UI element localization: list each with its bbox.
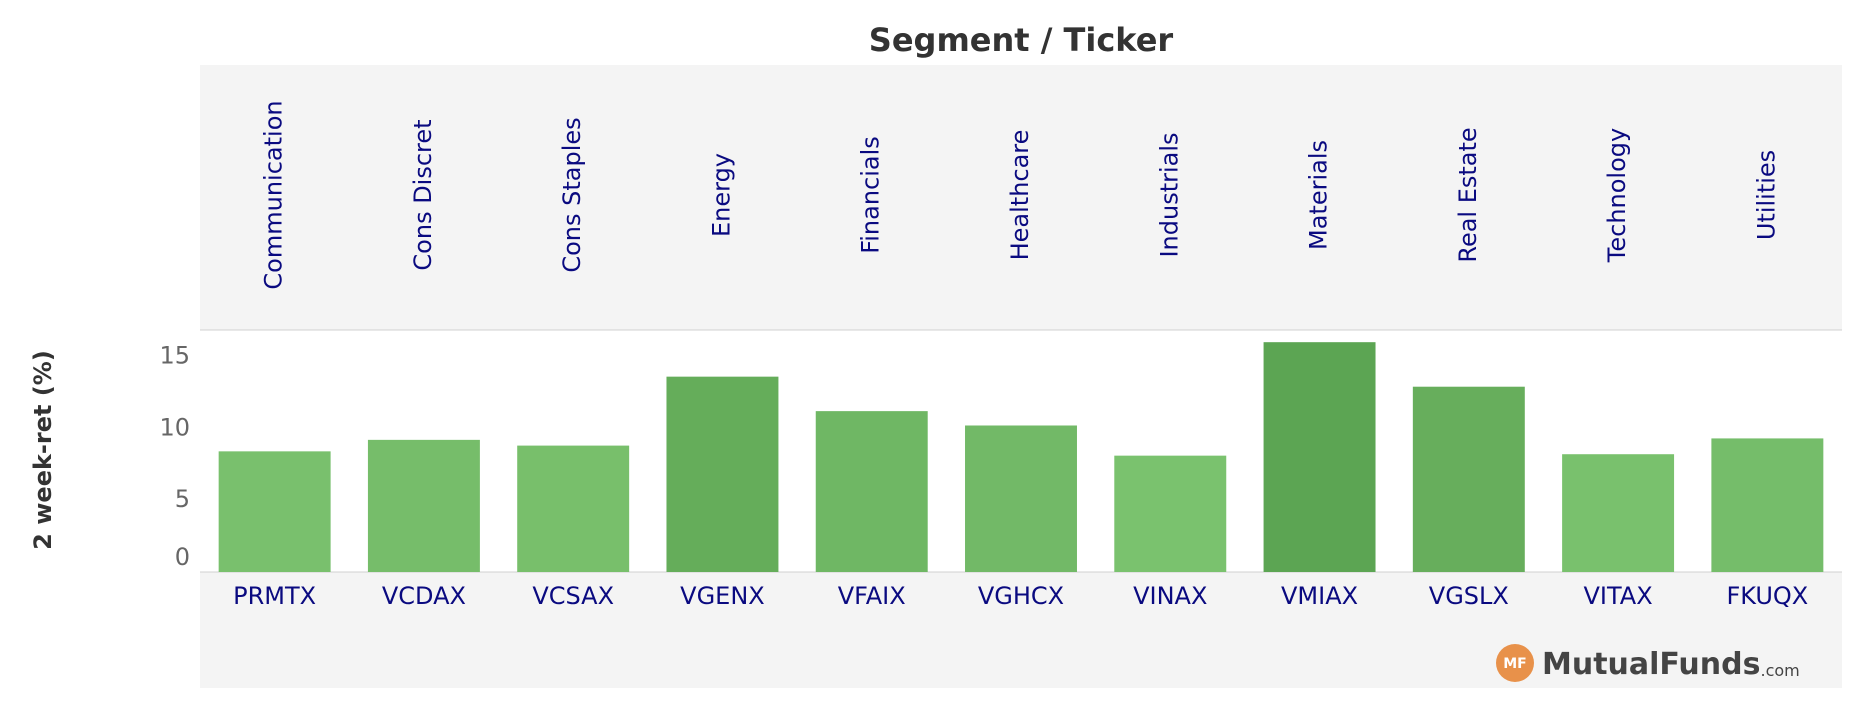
y-tick-label: 0 — [175, 543, 190, 571]
bar — [815, 411, 928, 572]
y-tick-label: 5 — [175, 485, 190, 513]
y-tick-label: 10 — [159, 413, 190, 441]
segment-label: Utilities — [1752, 150, 1780, 240]
y-axis-label: 2 week-ret (%) — [29, 350, 57, 550]
segment-label: Financials — [857, 136, 885, 254]
bar — [965, 425, 1077, 572]
logo-badge: MF — [1503, 656, 1527, 672]
bar — [517, 445, 630, 572]
x-tick-label: VITAX — [1584, 582, 1653, 610]
y-tick-label: 15 — [159, 342, 190, 370]
segment-label: Communication — [260, 100, 288, 289]
logo-badge-circle — [1496, 644, 1534, 682]
x-tick-label: VFAIX — [838, 582, 906, 610]
x-tick-label: VCSAX — [532, 582, 614, 610]
bar — [1412, 386, 1525, 572]
x-tick-label: VGHCX — [978, 582, 1064, 610]
x-tick-label: VGENX — [680, 582, 765, 610]
segment-label: Energy — [707, 153, 735, 237]
x-tick-label: PRMTX — [233, 582, 316, 610]
segment-label: Cons Discret — [409, 119, 437, 270]
bar — [666, 376, 779, 572]
segment-label: Technology — [1603, 128, 1631, 263]
logo-suffix: .com — [1760, 661, 1799, 680]
segment-label: Real Estate — [1454, 127, 1482, 262]
bar — [1114, 455, 1227, 572]
segment-label: Cons Staples — [558, 117, 586, 272]
x-tick-label: VCDAX — [382, 582, 466, 610]
bar — [1263, 342, 1376, 572]
x-tick-label: FKUQX — [1726, 582, 1808, 610]
logo-name: MutualFunds — [1542, 647, 1760, 682]
segment-label: Healthcare — [1006, 130, 1034, 261]
chart-title: Segment / Ticker — [869, 21, 1174, 59]
bar — [1562, 454, 1675, 572]
bar — [367, 439, 480, 572]
segment-label: Materials — [1305, 140, 1333, 250]
x-tick-label: VGSLX — [1429, 582, 1509, 610]
bar — [218, 451, 331, 572]
logo-text: MutualFunds.com — [1542, 647, 1800, 682]
bar — [1711, 438, 1824, 572]
x-tick-label: VINAX — [1133, 582, 1207, 610]
x-tick-label: VMIAX — [1281, 582, 1358, 610]
segment-label: Industrials — [1155, 132, 1183, 257]
